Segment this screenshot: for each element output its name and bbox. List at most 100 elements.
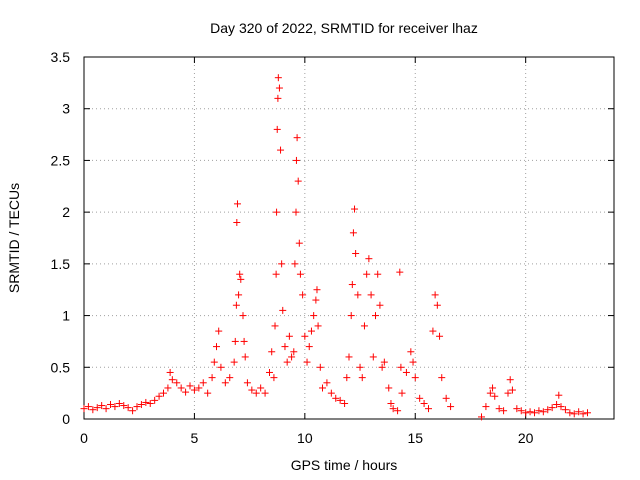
data-point xyxy=(166,368,174,376)
data-point xyxy=(385,384,393,392)
data-point xyxy=(217,363,225,371)
data-point xyxy=(182,388,190,396)
x-tick-label: 20 xyxy=(518,430,534,446)
data-point xyxy=(146,399,154,407)
chart-title: Day 320 of 2022, SRMTID for receiver lha… xyxy=(210,20,478,36)
data-point xyxy=(257,384,265,392)
data-point xyxy=(210,358,218,366)
data-point xyxy=(354,291,362,299)
data-point xyxy=(137,401,145,409)
data-point xyxy=(555,391,563,399)
data-point xyxy=(98,402,106,410)
data-point xyxy=(301,332,309,340)
data-point xyxy=(84,403,92,411)
data-point xyxy=(160,389,167,397)
data-point xyxy=(369,353,377,361)
data-point xyxy=(279,306,287,314)
data-point xyxy=(133,403,141,411)
data-point xyxy=(124,404,132,412)
data-point xyxy=(291,260,299,268)
data-point xyxy=(336,396,344,404)
y-tick-label: 1.5 xyxy=(51,256,71,272)
data-point xyxy=(374,270,382,278)
data-point xyxy=(241,353,249,361)
data-point xyxy=(566,409,574,417)
data-point xyxy=(495,405,503,413)
data-point xyxy=(579,410,587,418)
data-point xyxy=(190,386,198,394)
data-point xyxy=(252,389,260,397)
data-point xyxy=(272,270,280,278)
data-point xyxy=(313,286,321,294)
data-point xyxy=(278,260,286,268)
data-point xyxy=(433,301,441,309)
y-tick-label: 3.5 xyxy=(51,49,71,65)
data-point xyxy=(151,396,159,404)
data-point xyxy=(442,394,450,402)
data-point xyxy=(195,384,203,392)
data-point xyxy=(504,389,512,397)
data-point xyxy=(436,332,444,340)
data-point xyxy=(231,337,239,345)
y-tick-label: 0 xyxy=(62,411,70,427)
data-point xyxy=(327,389,335,397)
data-point xyxy=(407,348,415,356)
data-point xyxy=(268,348,276,356)
data-point xyxy=(557,403,565,411)
data-point xyxy=(271,322,279,330)
data-point xyxy=(80,405,88,413)
data-point xyxy=(215,327,223,335)
data-point xyxy=(221,379,229,387)
data-point xyxy=(347,312,355,320)
data-point xyxy=(398,389,406,397)
data-point xyxy=(397,363,405,371)
data-point xyxy=(274,74,282,82)
plot-frame xyxy=(83,56,615,420)
y-tick-labels: 0 0.5 1 1.5 2 2.5 3 3.5 xyxy=(51,49,71,427)
data-point xyxy=(307,327,315,335)
data-point xyxy=(349,229,357,237)
data-point xyxy=(352,250,360,258)
x-tick-label: 5 xyxy=(191,430,199,446)
data-point xyxy=(431,291,439,299)
gridlines xyxy=(84,57,614,419)
data-point xyxy=(239,312,247,320)
data-point xyxy=(531,409,538,417)
data-point xyxy=(299,291,307,299)
y-tick-label: 2 xyxy=(62,204,70,220)
data-point xyxy=(303,358,311,366)
data-point xyxy=(522,409,530,417)
data-point xyxy=(411,374,419,382)
data-point xyxy=(129,407,137,415)
data-point xyxy=(232,301,240,309)
data-point xyxy=(102,405,110,413)
data-point xyxy=(358,374,366,382)
data-point xyxy=(544,406,552,414)
data-point xyxy=(394,407,402,415)
data-point xyxy=(491,392,499,400)
data-point xyxy=(389,405,397,413)
data-point xyxy=(351,205,359,213)
data-point xyxy=(553,401,561,409)
data-point xyxy=(376,301,384,309)
data-point xyxy=(367,291,375,299)
data-point xyxy=(489,384,497,392)
data-point xyxy=(164,384,172,392)
data-point xyxy=(233,200,241,208)
data-point xyxy=(425,405,432,413)
y-axis-label: SRMTID / TECUs xyxy=(6,183,22,293)
y-tick-label: 3 xyxy=(62,101,70,117)
data-point xyxy=(420,399,428,407)
data-point xyxy=(261,389,269,397)
data-point xyxy=(316,363,324,371)
data-point xyxy=(438,374,446,382)
data-point xyxy=(290,348,298,356)
data-point xyxy=(478,413,485,421)
data-point xyxy=(508,386,516,394)
data-point xyxy=(396,268,404,276)
data-point xyxy=(230,358,238,366)
data-point xyxy=(266,368,273,376)
axis-ticks xyxy=(83,56,614,420)
data-point xyxy=(237,275,245,283)
